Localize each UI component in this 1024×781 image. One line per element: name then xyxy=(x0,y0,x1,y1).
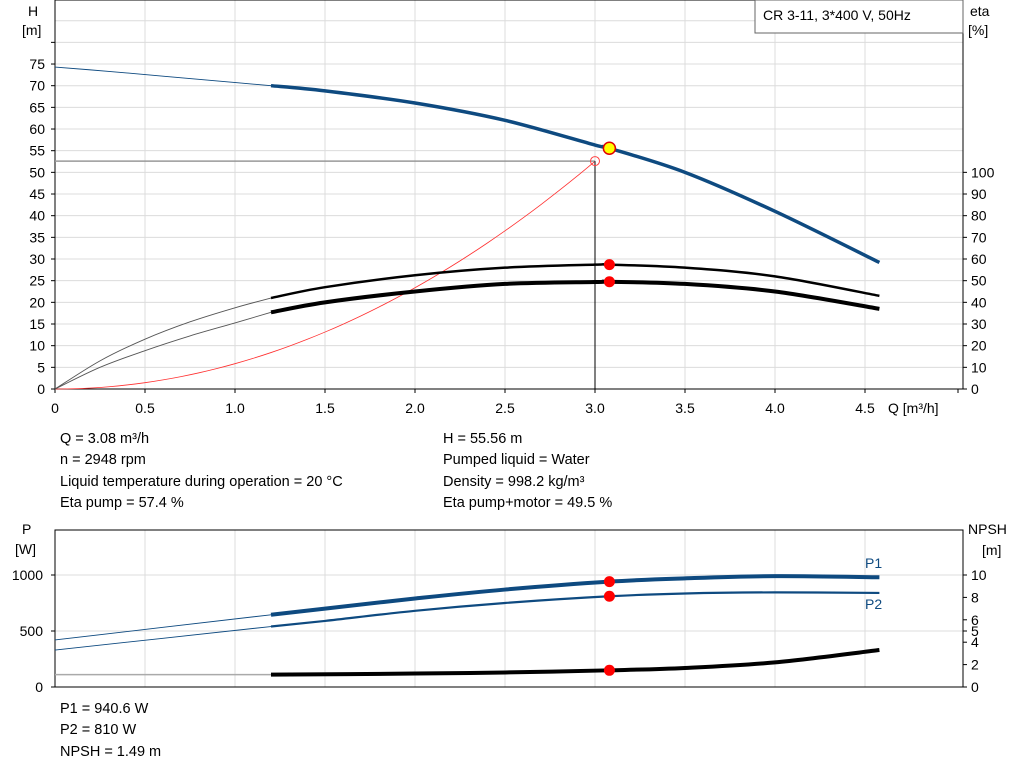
y-tick-label-right: 80 xyxy=(971,208,987,224)
info-npsh: NPSH = 1.49 m xyxy=(60,744,162,760)
info-n: n = 2948 rpm xyxy=(60,452,146,468)
y-tick-label-right: 4 xyxy=(971,634,979,650)
y-tick-label-right: 20 xyxy=(971,338,987,354)
power-npsh-chart: 0 500 1000 0 2 456 8 10 P [W] NPSH [m] P1 P2 xyxy=(12,521,1007,695)
info-eta-pump-motor: Eta pump+motor = 49.5 % xyxy=(443,495,613,511)
info-eta-pump: Eta pump = 57.4 % xyxy=(60,495,184,511)
p1-series-label: P1 xyxy=(865,555,882,571)
y-axis-unit-right: [m] xyxy=(982,542,1001,558)
y-tick-label-left: 500 xyxy=(20,623,44,639)
operating-point-marker xyxy=(603,259,615,271)
y-tick-label-right: 60 xyxy=(971,251,987,267)
P1-extrapolated-curve xyxy=(54,614,272,641)
system-curve xyxy=(54,160,596,390)
title-box: CR 3-11, 3*400 V, 50Hz xyxy=(754,0,964,34)
x-tick-label: 4.5 xyxy=(855,400,875,416)
y-tick-label-right: 0 xyxy=(971,381,979,397)
y-tick-label-left: 70 xyxy=(29,78,45,94)
y-tick-label-left: 40 xyxy=(29,208,45,224)
y-tick-label-left: 0 xyxy=(35,679,43,695)
y-tick-label-right: 50 xyxy=(971,273,987,289)
info-q: Q = 3.08 m³/h xyxy=(60,431,150,447)
x-tick-label: 2.5 xyxy=(495,400,515,416)
x-tick-label: 4.0 xyxy=(765,400,785,416)
y-tick-label-left: 5 xyxy=(37,359,45,375)
x-tick-label: 1.5 xyxy=(315,400,335,416)
y-tick-label-left: 55 xyxy=(29,143,45,159)
y-tick-label-left: 10 xyxy=(29,338,45,354)
P2-extrapolated-curve xyxy=(54,626,272,651)
y-tick-label-left: 50 xyxy=(29,164,45,180)
plot-frame xyxy=(54,529,964,688)
NPSH-curve xyxy=(270,648,880,677)
y-tick-label-left: 0 xyxy=(37,381,45,397)
operating-point-marker xyxy=(603,576,615,588)
y-tick-label-left: 60 xyxy=(29,121,45,137)
y-axis-label-right: NPSH xyxy=(968,521,1007,537)
eta-pump-motor-extrapolated-curve xyxy=(54,311,272,390)
info-temperature: Liquid temperature during operation = 20… xyxy=(60,474,343,490)
x-tick-label: 1.0 xyxy=(225,400,245,416)
x-tick-label: 0 xyxy=(51,400,59,416)
y-tick-label-left: 65 xyxy=(29,99,45,115)
operating-point-marker xyxy=(603,276,615,288)
P2-curve xyxy=(270,591,880,628)
y-axis-label-left: P xyxy=(22,521,31,537)
x-tick-label: 0.5 xyxy=(135,400,155,416)
x-tick-label: 3.0 xyxy=(585,400,605,416)
y-axis-unit-right: [%] xyxy=(968,22,988,38)
y-tick-label-left: 25 xyxy=(29,273,45,289)
y-tick-label-left: 35 xyxy=(29,229,45,245)
info-liquid: Pumped liquid = Water xyxy=(443,452,590,468)
info-h: H = 55.56 m xyxy=(443,431,523,447)
eta-pump-curve xyxy=(270,263,880,300)
y-tick-label-right: 100 xyxy=(971,164,995,180)
y-tick-label-left: 45 xyxy=(29,186,45,202)
y-tick-label-right: 2 xyxy=(971,657,979,673)
info-density: Density = 998.2 kg/m³ xyxy=(443,474,585,490)
info-p2: P2 = 810 W xyxy=(60,722,137,738)
duty-point xyxy=(602,141,617,156)
pump-title: CR 3-11, 3*400 V, 50Hz xyxy=(763,7,911,23)
eta-pump-motor-curve xyxy=(270,279,880,315)
x-tick-label: 3.5 xyxy=(675,400,695,416)
y-tick-label-right: 0 xyxy=(971,679,979,695)
y-tick-label-left: 1000 xyxy=(12,567,43,583)
operating-point-marker xyxy=(603,590,615,602)
info-p1: P1 = 940.6 W xyxy=(60,701,149,717)
y-axis-label-right: eta xyxy=(970,3,990,19)
x-tick-label: 2.0 xyxy=(405,400,425,416)
P1-curve xyxy=(270,574,880,617)
y-axis-unit-left: [W] xyxy=(15,541,36,557)
y-axis-unit-left: [m] xyxy=(22,22,41,38)
x-axis-label: Q [m³/h] xyxy=(888,400,939,416)
y-axis-label-left: H xyxy=(28,3,38,19)
head-efficiency-chart: 0 5 10 15 20 25 30 35 40 45 50 55 60 65 70 75 0 10 20 30 40 5… xyxy=(22,0,995,416)
eta-pump-extrapolated-curve xyxy=(54,297,272,390)
y-tick-label-left: 15 xyxy=(29,316,45,332)
operating-point-marker xyxy=(603,664,615,676)
y-tick-label-right: 5 xyxy=(971,623,979,639)
y-tick-label-right: 40 xyxy=(971,294,987,310)
y-tick-label-right: 70 xyxy=(971,229,987,245)
y-tick-label-left: 75 xyxy=(29,56,45,72)
requested-point xyxy=(590,156,600,167)
y-tick-label-right: 10 xyxy=(971,359,987,375)
p2-series-label: P2 xyxy=(865,596,882,612)
H-curve xyxy=(270,83,881,265)
y-tick-label-right: 90 xyxy=(971,186,987,202)
y-tick-label-right: 10 xyxy=(971,567,987,583)
y-tick-label-left: 30 xyxy=(29,251,45,267)
H-extrapolated-curve xyxy=(54,66,272,87)
y-tick-label-right: 6 xyxy=(971,612,979,628)
y-tick-label-left: 20 xyxy=(29,294,45,310)
y-tick-label-right: 30 xyxy=(971,316,987,332)
y-tick-label-right: 8 xyxy=(971,589,979,605)
